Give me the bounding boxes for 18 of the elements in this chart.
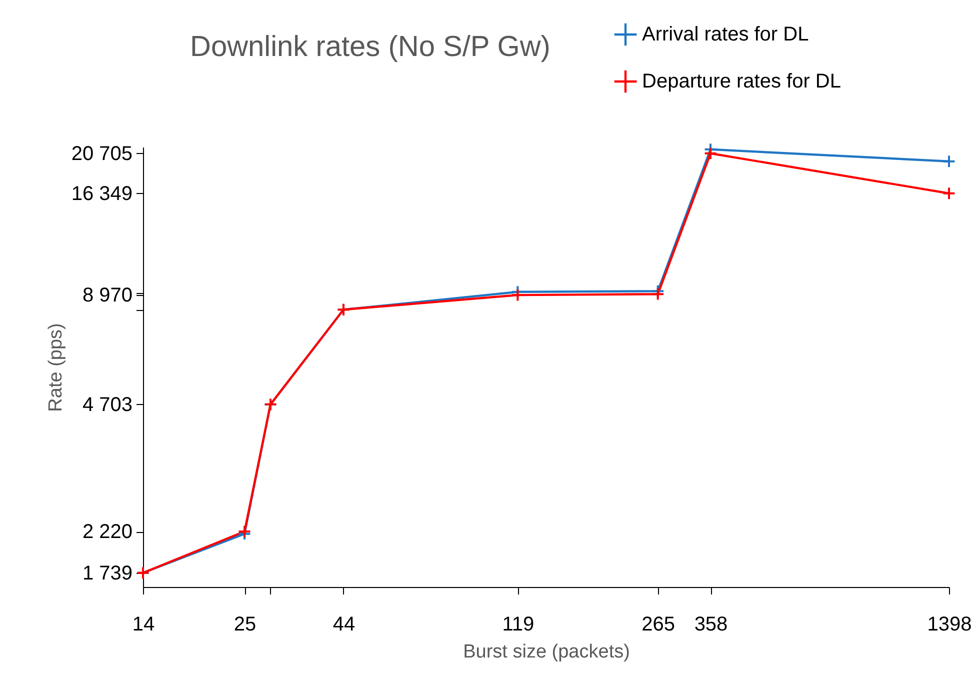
legend-label: Departure rates for DL	[642, 70, 841, 92]
y-tick-label: 1 739	[82, 562, 132, 584]
y-tick-label: 2 220	[82, 521, 132, 544]
y-tick-label: 4 703	[82, 394, 132, 416]
chart-title: Downlink rates (No S/P Gw)	[190, 31, 550, 63]
x-tick-label: 25	[234, 614, 256, 636]
x-axis-title: Burst size (packets)	[463, 642, 630, 662]
y-tick-label: 8 970	[82, 284, 132, 307]
x-tick-label: 14	[132, 614, 155, 636]
y-tick-label: 16 349	[71, 182, 132, 205]
x-tick-label: 1398	[927, 614, 972, 636]
x-tick-label: 119	[502, 614, 534, 636]
x-tick-label: 358	[694, 614, 728, 636]
legend-label: Arrival rates for DL	[642, 24, 809, 46]
x-tick-label: 44	[332, 614, 356, 636]
y-tick-label: 20 705	[71, 142, 132, 165]
y-axis-title: Rate (pps)	[45, 323, 66, 412]
x-tick-label: 265	[642, 614, 676, 636]
